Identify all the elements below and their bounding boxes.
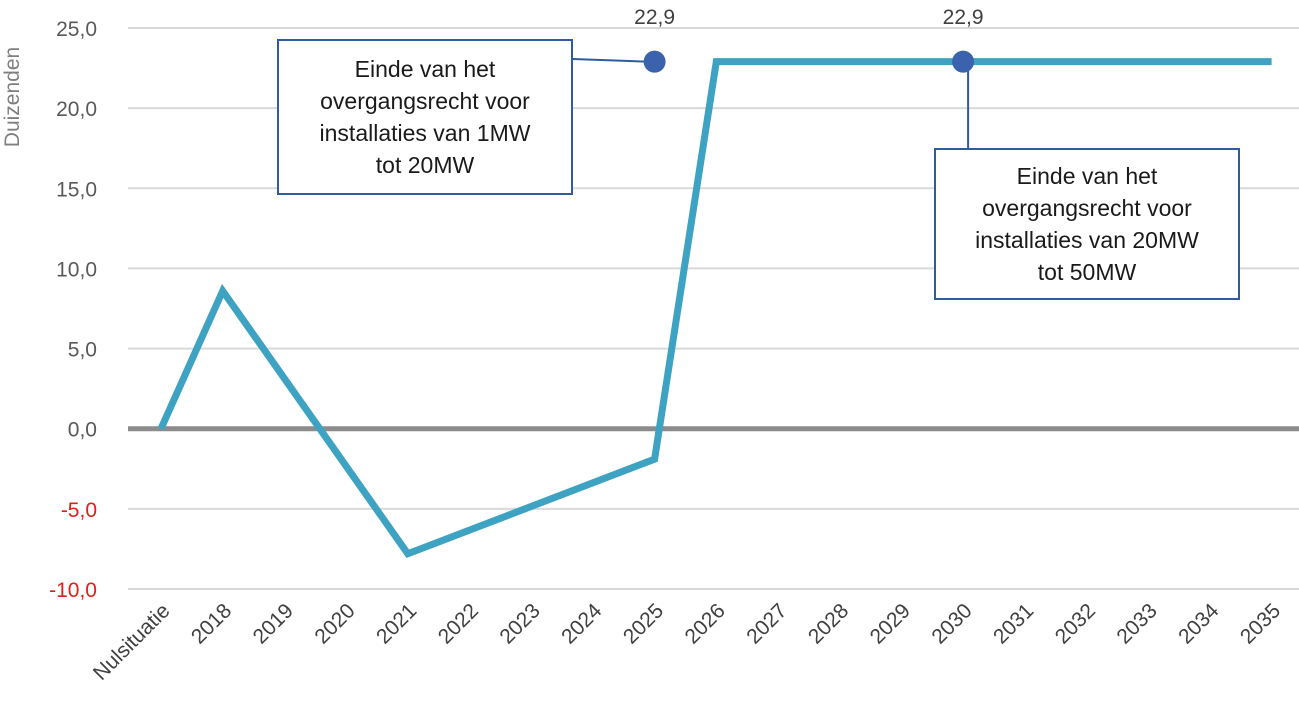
x-tick-label: 2028 bbox=[804, 599, 853, 648]
y-tick-label: 10,0 bbox=[56, 258, 97, 281]
annotation-1-line-4: tot 20MW bbox=[375, 152, 475, 178]
callout-connectors bbox=[572, 58, 970, 148]
markers: 22,9 22,9 bbox=[634, 6, 984, 73]
x-tick-label: 2033 bbox=[1112, 599, 1161, 648]
y-tick-label: 15,0 bbox=[56, 178, 97, 201]
x-tick-label: 2034 bbox=[1174, 599, 1224, 649]
y-axis-title: Duizenden bbox=[1, 47, 24, 147]
x-tick-label: 2032 bbox=[1051, 599, 1100, 648]
y-tick-label: 25,0 bbox=[56, 18, 97, 41]
annotation-2-line-1: Einde van het bbox=[1016, 163, 1158, 189]
y-tick-label: -10,0 bbox=[49, 579, 97, 602]
annotation-callout-1: Einde van het overgangsrecht voor instal… bbox=[277, 39, 573, 195]
data-label: 22,9 bbox=[634, 6, 675, 29]
x-tick-label: Nulsituatie bbox=[89, 599, 175, 685]
x-tick-label: 2027 bbox=[742, 599, 791, 648]
x-tick-label: 2019 bbox=[249, 599, 298, 648]
data-point-marker bbox=[952, 50, 975, 73]
annotation-1-line-2: overgangsrecht voor bbox=[320, 88, 530, 114]
y-tick-label: 20,0 bbox=[56, 98, 97, 121]
x-tick-label: 2031 bbox=[989, 599, 1038, 648]
callout-connector bbox=[572, 58, 647, 63]
y-tick-label: 5,0 bbox=[68, 339, 97, 362]
x-tick-label: 2022 bbox=[434, 599, 483, 648]
y-tick-label: 0,0 bbox=[68, 419, 97, 442]
data-point-marker bbox=[643, 50, 666, 73]
x-tick-label: 2035 bbox=[1236, 599, 1285, 648]
x-tick-label: 2025 bbox=[619, 599, 668, 648]
x-tick-label: 2030 bbox=[927, 599, 976, 648]
annotation-callout-2: Einde van het overgangsrecht voor instal… bbox=[934, 148, 1240, 300]
x-tick-label: 2021 bbox=[372, 599, 421, 648]
x-tick-label: 2024 bbox=[557, 599, 607, 649]
x-tick-label: 2029 bbox=[866, 599, 915, 648]
annotation-2-line-3: installaties van 20MW bbox=[975, 227, 1199, 253]
annotation-1-line-3: installaties van 1MW bbox=[319, 120, 531, 146]
y-tick-label: -5,0 bbox=[61, 499, 97, 522]
x-tick-label: 2026 bbox=[681, 599, 730, 648]
annotation-1-line-1: Einde van het bbox=[354, 56, 496, 82]
annotation-2-line-2: overgangsrecht voor bbox=[982, 195, 1192, 221]
x-axis: Nulsituatie 2018 2019 2020 2021 2022 2023 2024 2… bbox=[89, 599, 1285, 685]
y-axis: -10,0 -5,0 0,0 5,0 10,0 15,0 20,0 25,0 bbox=[49, 18, 97, 602]
x-tick-label: 2023 bbox=[495, 599, 544, 648]
x-tick-label: 2020 bbox=[310, 599, 359, 648]
data-label: 22,9 bbox=[943, 6, 984, 29]
annotation-2-line-4: tot 50MW bbox=[1037, 259, 1137, 285]
x-tick-label: 2018 bbox=[187, 599, 236, 648]
